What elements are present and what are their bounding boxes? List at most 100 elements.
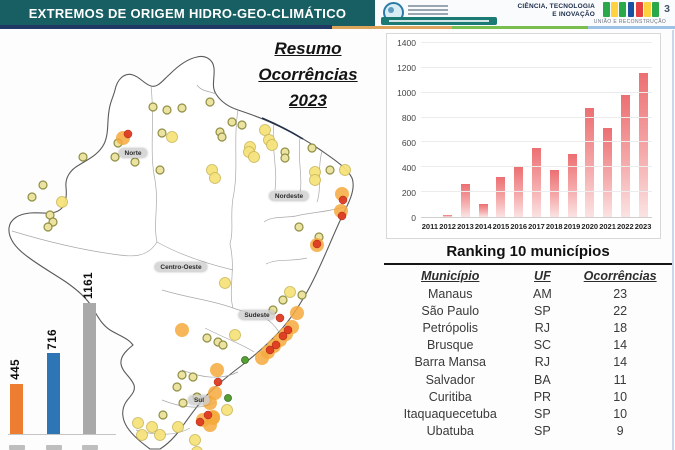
divider-navy bbox=[0, 25, 332, 29]
brasil-government-logo-icon bbox=[603, 2, 660, 17]
north-coast-accent bbox=[261, 117, 304, 140]
mini-chart-bar bbox=[47, 353, 60, 434]
gridline bbox=[421, 42, 652, 43]
x-axis-label: 2018 bbox=[545, 222, 563, 231]
table-cell: SC bbox=[533, 338, 552, 353]
occurrence-dot bbox=[123, 129, 133, 139]
gridline bbox=[421, 191, 652, 193]
chart-bar bbox=[567, 153, 577, 217]
table-cell: Curitiba bbox=[428, 389, 472, 404]
ministry-banner bbox=[381, 17, 497, 25]
map-region-label: Centro-Oeste bbox=[154, 262, 208, 272]
brazil-occurrence-map: Norte Nordeste Centro-Oeste Sudeste Sul Resu… bbox=[0, 28, 380, 450]
chart-bar bbox=[496, 177, 506, 217]
clipped-x-label bbox=[46, 445, 62, 450]
occurrence-dot bbox=[189, 434, 201, 446]
occurrence-dot bbox=[148, 102, 158, 112]
occurrence-dot bbox=[224, 394, 232, 402]
table-row: Barra Mansa RJ 14 bbox=[384, 354, 672, 371]
map-region-label: Norte bbox=[118, 148, 148, 158]
chart-bar bbox=[549, 169, 559, 217]
occurrence-dot bbox=[283, 325, 293, 335]
page-title: EXTREMOS DE ORIGEM HIDRO-GEO-CLIMÁTICO bbox=[28, 5, 347, 21]
table-cell: Petrópolis bbox=[422, 320, 479, 335]
occurrence-dot bbox=[157, 128, 167, 138]
x-axis-label: 2013 bbox=[457, 222, 474, 231]
table-cell: SP bbox=[534, 303, 551, 318]
mini-chart-bar bbox=[83, 303, 96, 434]
occurrence-dot bbox=[172, 382, 182, 392]
ranking-title: Ranking 10 municípios bbox=[384, 243, 672, 265]
y-axis-label: 0 bbox=[411, 213, 416, 223]
occurrence-dot bbox=[155, 165, 165, 175]
occurrence-dot bbox=[132, 417, 144, 429]
occurrence-dots bbox=[27, 97, 351, 450]
mini-bar-value: 445 bbox=[9, 359, 22, 380]
chart-bar bbox=[531, 148, 541, 217]
occurrence-dot bbox=[56, 196, 68, 208]
totals-mini-chart: 445 716 1161 bbox=[8, 250, 120, 450]
table-row: Petrópolis RJ 18 bbox=[384, 319, 672, 336]
table-cell: Manaus bbox=[427, 286, 473, 301]
occurrence-dot bbox=[205, 97, 215, 107]
occurrence-dot bbox=[191, 446, 203, 450]
x-axis-label: 2015 bbox=[492, 222, 510, 231]
occurrence-dot bbox=[337, 211, 347, 221]
table-cell: Salvador bbox=[425, 372, 475, 387]
occurrence-dot bbox=[241, 356, 249, 364]
occurrence-dot bbox=[297, 290, 307, 300]
chart-bar bbox=[585, 108, 595, 217]
chart-bar bbox=[603, 128, 613, 217]
table-cell: 23 bbox=[613, 286, 628, 301]
y-axis-label: 1400 bbox=[397, 38, 416, 48]
table-row: São Paulo SP 22 bbox=[384, 302, 672, 319]
x-axis-label: 2014 bbox=[474, 222, 492, 231]
occurrence-dot bbox=[280, 153, 290, 163]
occurrence-dot bbox=[290, 306, 304, 320]
brazil-outline bbox=[8, 55, 354, 450]
occurrence-dot bbox=[266, 139, 278, 151]
chart-bar bbox=[638, 72, 648, 217]
mini-bar-value: 716 bbox=[46, 328, 59, 350]
occurrence-dot bbox=[248, 151, 260, 163]
x-axis-label: 2023 bbox=[634, 222, 652, 231]
table-row: Ubatuba SP 9 bbox=[384, 423, 672, 440]
x-axis-label: 2012 bbox=[439, 222, 456, 231]
mini-chart-axis-line bbox=[8, 434, 116, 435]
x-axis-label: 2011 bbox=[421, 222, 439, 231]
occurrence-dot bbox=[146, 421, 158, 433]
ranking-section: Ranking 10 municípios Município UF Ocorrên… bbox=[384, 243, 672, 440]
gridline bbox=[421, 141, 652, 143]
table-cell: PR bbox=[533, 389, 552, 404]
table-cell: 10 bbox=[613, 389, 628, 404]
occurrence-dot bbox=[307, 143, 317, 153]
occurrence-dot bbox=[78, 152, 88, 162]
map-region-label: Nordeste bbox=[268, 191, 310, 201]
occurrence-dot bbox=[284, 286, 296, 298]
table-cell: 10 bbox=[613, 406, 628, 421]
occurrence-dot bbox=[175, 323, 189, 337]
table-row: Curitiba PR 10 bbox=[384, 388, 672, 405]
table-cell: Brusque bbox=[426, 338, 474, 353]
divider-green bbox=[452, 26, 588, 29]
occurrence-dot bbox=[294, 222, 304, 232]
slide-right-border bbox=[672, 30, 674, 450]
chart-x-axis: 2011 2012 2013 2014 2015 2016 2017 2018 2019 2020… bbox=[421, 218, 652, 235]
ranking-table: Município UF Ocorrências Manaus AM 23 São Pau… bbox=[384, 266, 672, 440]
map-region-label: Sudeste bbox=[238, 310, 276, 320]
x-axis-label: 2021 bbox=[599, 222, 616, 231]
occurrence-dot bbox=[162, 105, 172, 115]
chart-bar bbox=[460, 184, 470, 217]
table-cell: Itaquaquecetuba bbox=[403, 406, 497, 421]
clipped-x-label bbox=[82, 445, 98, 450]
y-axis-label: 1200 bbox=[397, 63, 416, 73]
occurrence-dot bbox=[172, 421, 184, 433]
table-cell: SP bbox=[534, 406, 551, 421]
gridline bbox=[421, 66, 652, 68]
divider-blue bbox=[588, 26, 675, 29]
header-logo-area: CIÊNCIA, TECNOLOGIA E INOVAÇÃO UNIÃO E R… bbox=[375, 0, 675, 26]
table-cell: Ubatuba bbox=[426, 424, 474, 439]
page-number: 3 bbox=[664, 3, 670, 15]
column-header: Ocorrências bbox=[583, 269, 657, 283]
